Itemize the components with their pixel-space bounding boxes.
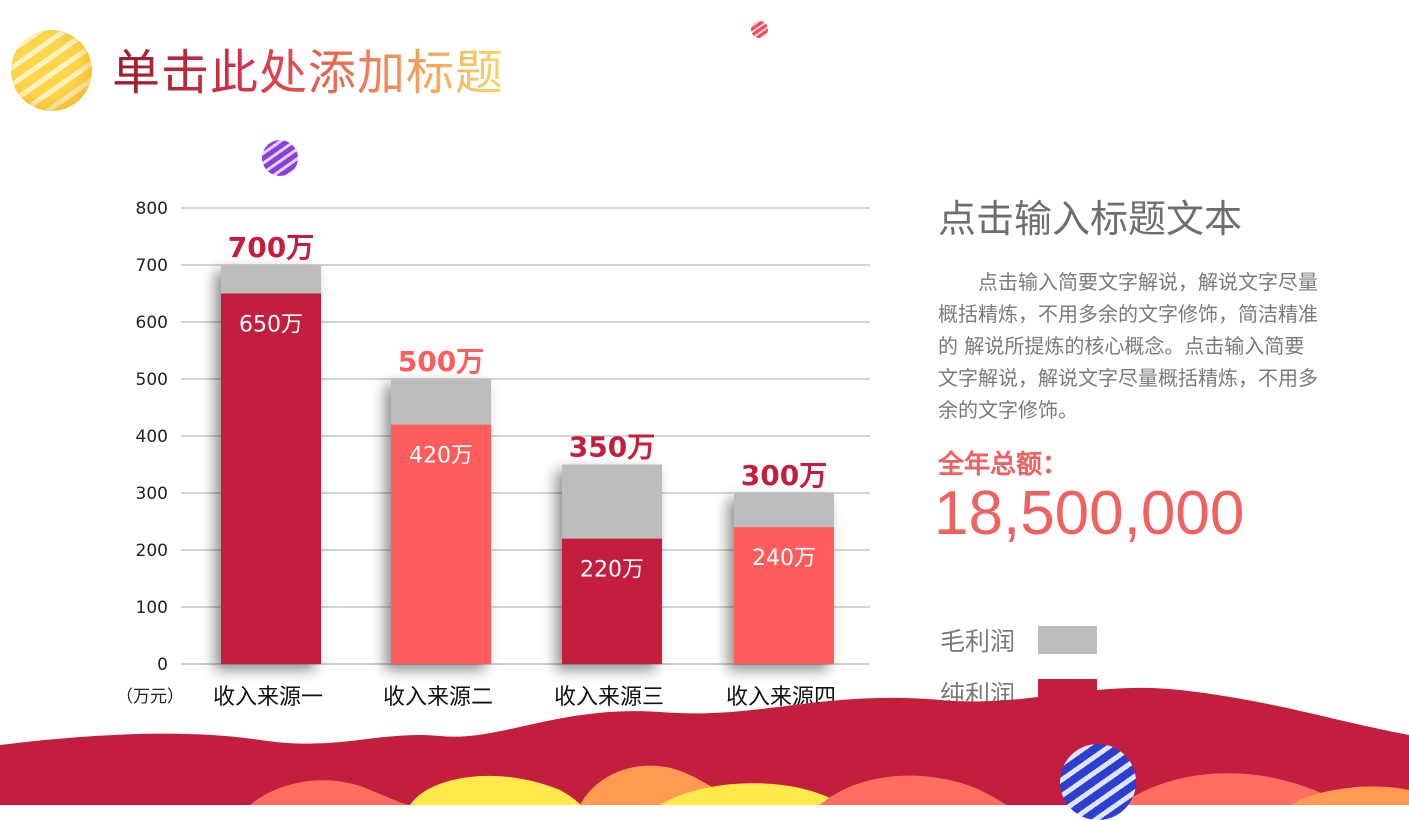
data-label-gross: 300万 bbox=[741, 459, 827, 492]
purple-striped-ball-icon bbox=[262, 140, 298, 176]
x-tick-label: 收入来源一 bbox=[213, 685, 323, 710]
y-tick-label: 0 bbox=[157, 655, 168, 675]
y-axis-unit-label: （万元） bbox=[116, 687, 184, 707]
bar-net bbox=[562, 538, 662, 664]
bar-net bbox=[221, 293, 321, 664]
bar-net bbox=[734, 527, 834, 664]
blue-striped-ball-icon bbox=[1060, 744, 1136, 820]
red-striped-ball-icon bbox=[751, 21, 768, 38]
data-label-gross: 700万 bbox=[228, 231, 314, 264]
data-label-net: 240万 bbox=[752, 546, 816, 571]
data-label-net: 650万 bbox=[239, 313, 303, 338]
total-value: 18,500,000 bbox=[934, 479, 1245, 548]
y-tick-label: 200 bbox=[136, 541, 168, 561]
panel-description-text: 点击输入简要文字解说，解说文字尽量概括精炼，不用多余的文字修饰，简洁精准的 解说… bbox=[938, 270, 1318, 422]
panel-description: 点击输入简要文字解说，解说文字尽量概括精炼，不用多余的文字修饰，简洁精准的 解说… bbox=[938, 266, 1323, 426]
data-label-gross: 350万 bbox=[569, 431, 655, 464]
x-tick-label: 收入来源二 bbox=[383, 685, 493, 710]
data-label-net: 220万 bbox=[580, 558, 644, 583]
total-label: 全年总额： bbox=[938, 450, 1069, 480]
y-tick-label: 100 bbox=[136, 598, 168, 618]
legend-swatch bbox=[1038, 626, 1097, 654]
panel-title: 点击输入标题文本 bbox=[938, 197, 1243, 241]
y-tick-label: 300 bbox=[136, 484, 168, 504]
x-tick-label: 收入来源三 bbox=[554, 685, 664, 710]
data-label-net: 420万 bbox=[409, 444, 473, 469]
data-label-gross: 500万 bbox=[398, 345, 484, 378]
legend-label: 毛利润 bbox=[940, 627, 1016, 656]
yellow-striped-ball-icon bbox=[11, 30, 92, 111]
y-tick-label: 700 bbox=[136, 256, 168, 276]
y-tick-label: 500 bbox=[136, 370, 168, 390]
legend-item-gross: 毛利润 bbox=[940, 620, 1097, 660]
page-title: 单击此处添加标题 bbox=[112, 38, 504, 108]
y-tick-label: 600 bbox=[136, 313, 168, 333]
bar-net bbox=[391, 424, 491, 664]
y-tick-label: 800 bbox=[136, 199, 168, 219]
y-tick-label: 400 bbox=[136, 427, 168, 447]
